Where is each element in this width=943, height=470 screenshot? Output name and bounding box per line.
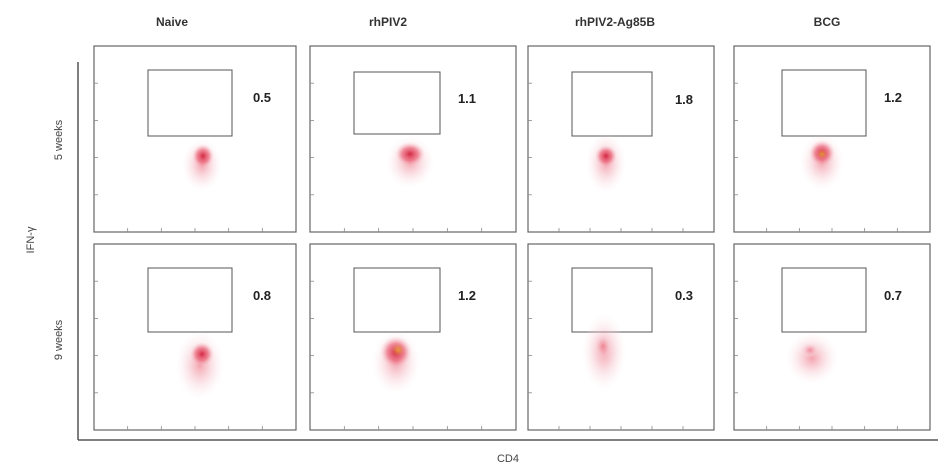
panel-frame — [309, 243, 517, 431]
gate-percentage: 0.7 — [884, 288, 902, 303]
column-title-rhpiv2-ag85b: rhPIV2-Ag85B — [575, 15, 655, 29]
panel-9-weeks-bcg: 0.7 — [733, 243, 931, 431]
column-title-rhpiv2: rhPIV2 — [369, 15, 407, 29]
density-peak — [817, 149, 827, 159]
density-core — [800, 342, 820, 358]
column-title-naive: Naive — [156, 15, 188, 29]
density-peak — [392, 344, 404, 356]
panel-5-weeks-naive: 0.5 — [93, 45, 297, 233]
density-core — [192, 144, 214, 168]
gate-rectangle — [147, 267, 233, 333]
panel-9-weeks-rhpiv2: 1.2 — [309, 243, 517, 431]
gate-rectangle — [781, 267, 867, 333]
panel-frame — [733, 243, 931, 431]
panel-5-weeks-rhpiv2: 1.1 — [309, 45, 517, 233]
row-label-9-weeks: 9 weeks — [53, 319, 65, 360]
gate-rectangle — [147, 69, 233, 137]
gate-percentage: 1.2 — [458, 288, 476, 303]
panel-frame — [93, 45, 297, 233]
gate-rectangle — [353, 71, 441, 135]
row-label-5-weeks: 5 weeks — [53, 119, 65, 160]
panel-9-weeks-naive: 0.8 — [93, 243, 297, 431]
density-cloud — [786, 332, 838, 384]
panel-9-weeks-rhpiv2-ag85b: 0.3 — [527, 243, 715, 431]
density-core — [395, 142, 425, 166]
gate-percentage: 1.1 — [458, 91, 476, 106]
gate-percentage: 1.8 — [675, 92, 693, 107]
gate-percentage: 0.3 — [675, 288, 693, 303]
panel-5-weeks-rhpiv2-ag85b: 1.8 — [527, 45, 715, 233]
gate-percentage: 0.5 — [253, 90, 271, 105]
panel-5-weeks-bcg: 1.2 — [733, 45, 931, 233]
y-axis-title: IFN-γ — [25, 226, 37, 253]
panel-tick-marks — [94, 82, 898, 430]
gate-percentage: 0.8 — [253, 288, 271, 303]
density-core — [593, 332, 613, 360]
density-core — [595, 145, 617, 167]
column-titles: Naive rhPIV2 rhPIV2-Ag85B BCG — [156, 15, 840, 29]
column-title-bcg: BCG — [814, 15, 841, 29]
gate-percentage: 1.2 — [884, 90, 902, 105]
density-core — [190, 342, 214, 366]
panel-frame — [527, 45, 715, 233]
x-axis-title: CD4 — [497, 453, 519, 465]
